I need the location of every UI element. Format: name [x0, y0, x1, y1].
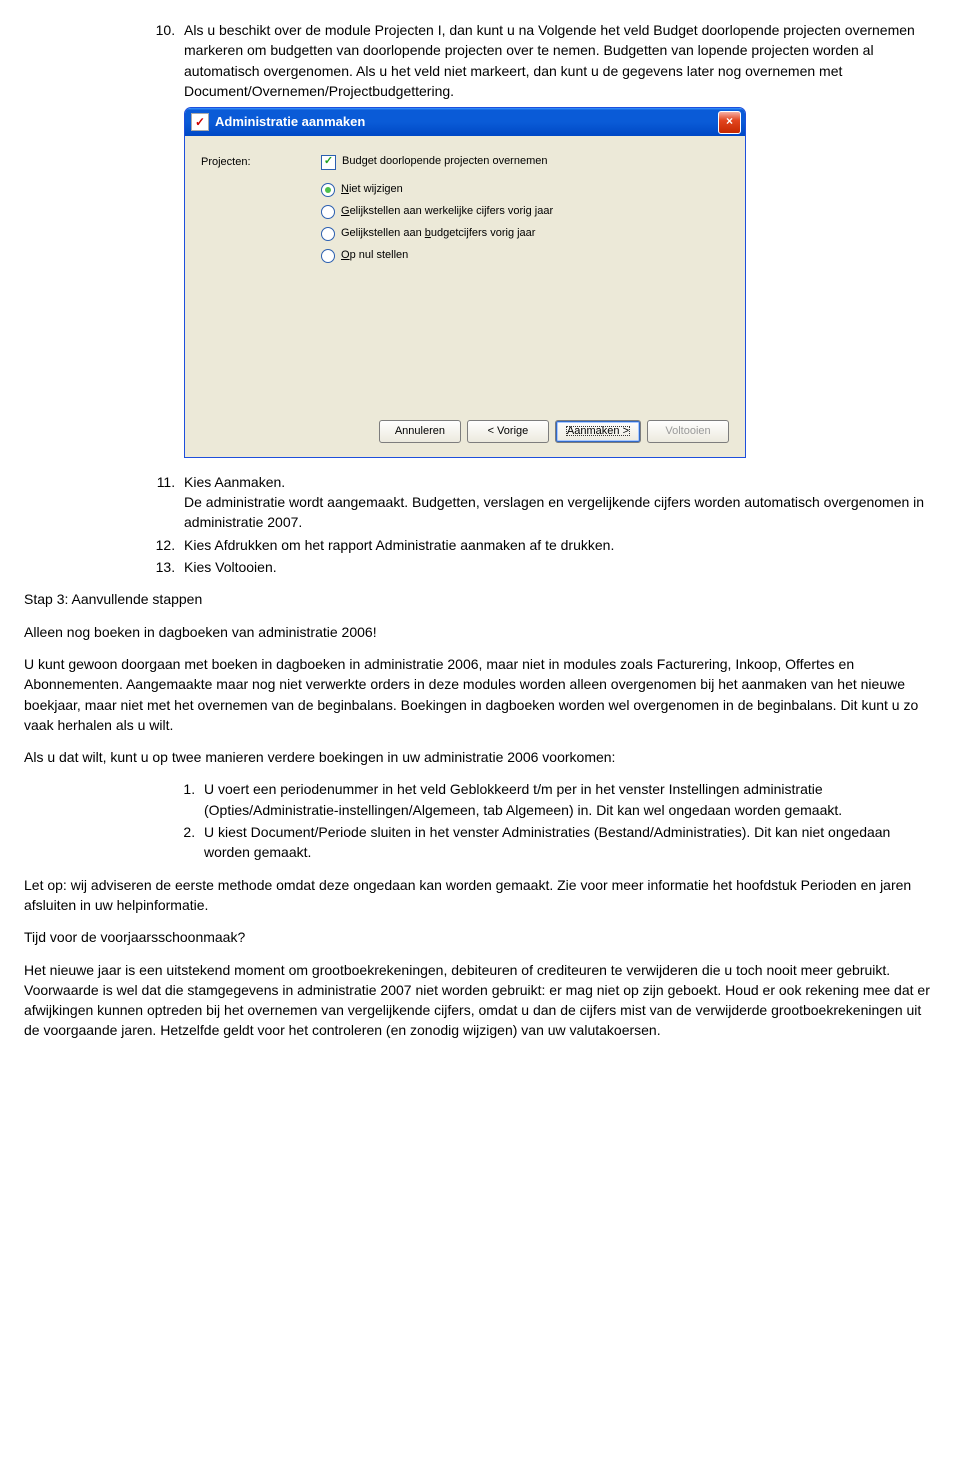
voorjaar-question: Tijd voor de voorjaarsschoonmaak?: [24, 927, 936, 947]
radio-icon: [321, 227, 335, 241]
radio-icon: [321, 183, 335, 197]
make-button-label: Aanmaken >: [564, 424, 632, 438]
step3-line1: Alleen nog boeken in dagboeken van admin…: [24, 622, 936, 642]
checkbox-budget-overnemen[interactable]: ✓ Budget doorlopende projecten overnemen: [321, 154, 729, 170]
radio-niet-wijzigen[interactable]: Niet wijzigen: [321, 182, 729, 198]
item11-extra: De administratie wordt aangemaakt. Budge…: [184, 494, 924, 530]
inner-item2: U kiest Document/Periode sluiten in het …: [204, 824, 890, 860]
radio-gelijkstellen-budget[interactable]: Gelijkstellen aan budgetcijfers vorig ja…: [321, 226, 729, 242]
close-icon[interactable]: ×: [718, 111, 741, 134]
cancel-button[interactable]: Annuleren: [379, 420, 461, 443]
radio-op-nul-stellen[interactable]: Op nul stellen: [321, 248, 729, 264]
item13-text: Kies Voltooien.: [184, 559, 277, 575]
make-button[interactable]: Aanmaken >: [555, 420, 641, 443]
checkbox-label: Budget doorlopende projecten overnemen: [342, 154, 547, 170]
numbered-list-top: Als u beschikt over de module Projecten …: [24, 20, 936, 577]
radio-gelijkstellen-werkelijk[interactable]: Gelijkstellen aan werkelijke cijfers vor…: [321, 204, 729, 220]
radio-label: Gelijkstellen aan budgetcijfers vorig ja…: [341, 226, 535, 242]
inner-item1: U voert een periodenummer in het veld Ge…: [204, 781, 842, 817]
item11-text: Kies Aanmaken.: [184, 474, 285, 490]
step3-p2: Als u dat wilt, kunt u op twee manieren …: [24, 747, 936, 767]
dialog-body: Projecten: ✓ Budget doorlopende projecte…: [185, 136, 745, 457]
letop-paragraph: Let op: wij adviseren de eerste methode …: [24, 875, 936, 916]
item12-text: Kies Afdrukken om het rapport Administra…: [184, 537, 614, 553]
list-item: Kies Aanmaken. De administratie wordt aa…: [179, 472, 936, 533]
dialog-title: Administratie aanmaken: [215, 113, 365, 132]
list-item: U voert een periodenummer in het veld Ge…: [199, 779, 936, 820]
dialog-administratie-aanmaken: ✓ Administratie aanmaken × Projecten: ✓ …: [184, 107, 746, 458]
radio-icon: [321, 249, 335, 263]
app-icon: ✓: [191, 113, 209, 131]
dialog-button-row: Annuleren < Vorige Aanmaken > Voltooien: [201, 420, 729, 443]
list-item: U kiest Document/Periode sluiten in het …: [199, 822, 936, 863]
radio-label: Op nul stellen: [341, 248, 408, 264]
step3-p1: U kunt gewoon doorgaan met boeken in dag…: [24, 654, 936, 735]
step3-heading: Stap 3: Aanvullende stappen: [24, 589, 936, 609]
list-item: Kies Voltooien.: [179, 557, 936, 577]
radio-label: Niet wijzigen: [341, 182, 403, 198]
checkbox-icon: ✓: [321, 155, 336, 170]
numbered-list-inner: U voert een periodenummer in het veld Ge…: [24, 779, 936, 862]
back-button[interactable]: < Vorige: [467, 420, 549, 443]
radio-label: Gelijkstellen aan werkelijke cijfers vor…: [341, 204, 553, 220]
finish-button: Voltooien: [647, 420, 729, 443]
voorjaar-paragraph: Het nieuwe jaar is een uitstekend moment…: [24, 960, 936, 1041]
list-item: Kies Afdrukken om het rapport Administra…: [179, 535, 936, 555]
item10-text: Als u beschikt over de module Projecten …: [184, 22, 915, 99]
dialog-titlebar: ✓ Administratie aanmaken ×: [185, 108, 745, 136]
radio-icon: [321, 205, 335, 219]
projecten-label: Projecten:: [201, 154, 321, 171]
list-item: Als u beschikt over de module Projecten …: [179, 20, 936, 458]
